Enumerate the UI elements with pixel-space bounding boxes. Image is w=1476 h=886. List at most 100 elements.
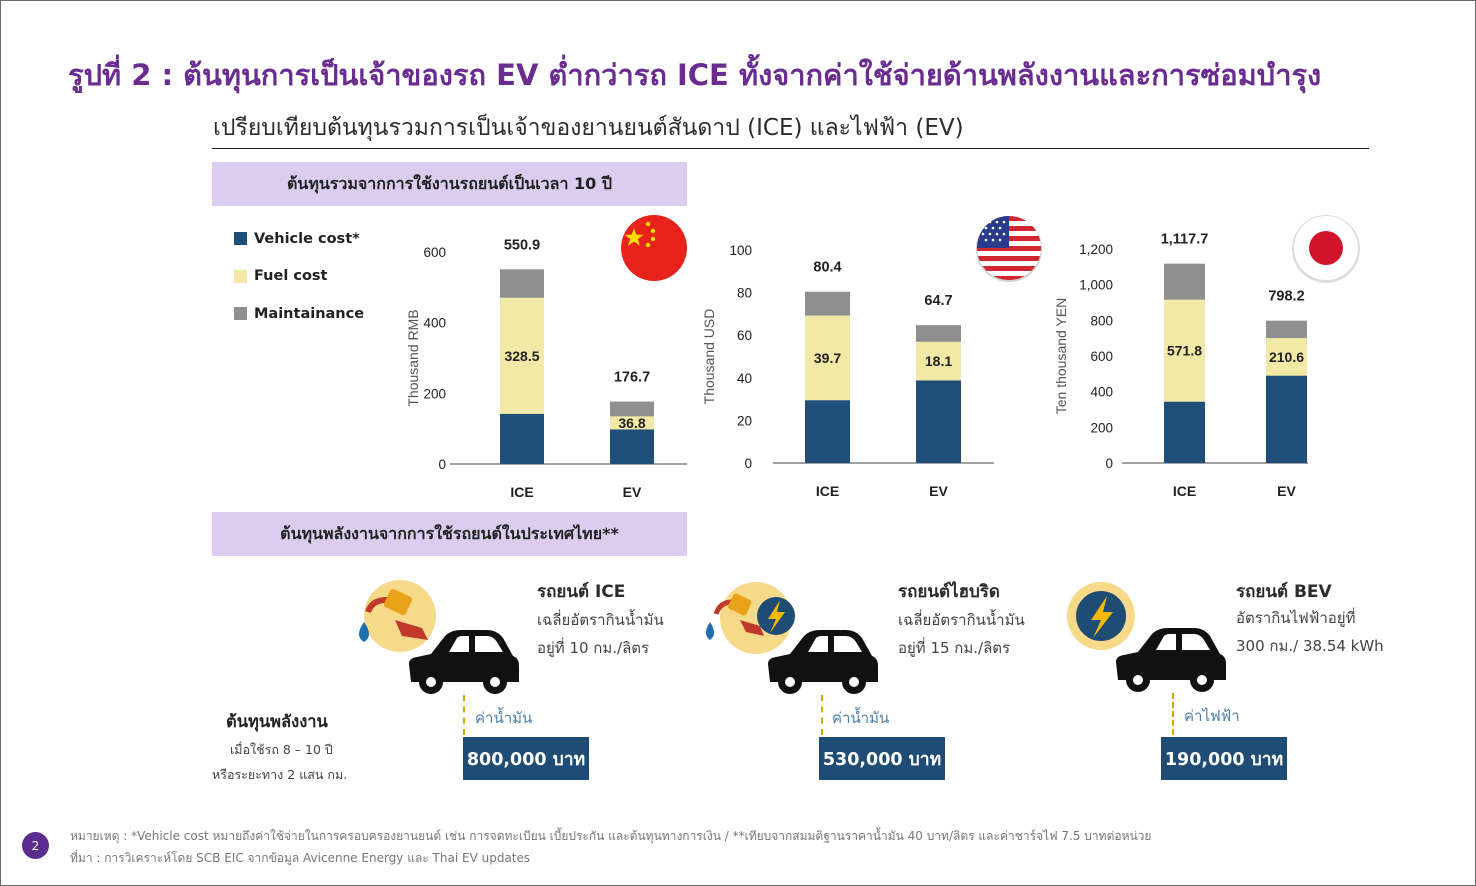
y-tick-label: 800 — [1090, 313, 1113, 328]
bar-fuel-ev — [610, 416, 654, 430]
subtitle-underline — [212, 148, 1369, 149]
bar-vehicle-ev — [1266, 375, 1307, 463]
x-tick-label: EV — [623, 484, 642, 500]
bar-maintenance-ev — [916, 325, 961, 342]
cost-box-bev: 190,000 บาท — [1161, 737, 1287, 780]
car-bev-desc-line2: 300 กม./ 38.54 kWh — [1236, 637, 1384, 655]
y-tick-label: 100 — [729, 243, 752, 258]
bar-maintenance-ice — [1164, 263, 1205, 300]
car-hybrid-title: รถยนต์ไฮบริด — [898, 582, 1000, 602]
bar-fuel-ice — [500, 297, 544, 414]
fuel-pump-icon — [350, 580, 440, 664]
legend-label-maintenance: Maintainance — [254, 305, 365, 322]
page-number-badge: 2 — [22, 832, 49, 859]
section-band-energy-cost: ต้นทุนพลังงานจากการใช้รถยนต์ในประเทศไทย*… — [212, 512, 687, 556]
japan-flag-icon — [1291, 213, 1361, 287]
bar-maintenance-ice — [500, 269, 544, 298]
y-tick-label: 400 — [423, 316, 446, 331]
x-tick-label: ICE — [510, 484, 533, 500]
bar-fuel-ice — [805, 315, 850, 401]
connector-bev — [1172, 693, 1174, 735]
y-tick-label: 60 — [737, 328, 752, 343]
car-hybrid-desc: เฉลี่ยอัตรากินน้ำมัน อยู่ที่ 15 กม./ลิตร — [898, 606, 1025, 662]
cost-box-hybrid: 530,000 บาท — [819, 737, 945, 780]
y-axis-label: Ten thousand YEN — [1053, 298, 1069, 415]
car-ice-desc-line2: อยู่ที่ 10 กม./ลิตร — [537, 639, 650, 657]
bar-vehicle-ice — [1164, 401, 1205, 463]
energy-note-years: เมื่อใช้รถ 8 – 10 ปี — [230, 742, 333, 757]
slide-title: รูปที่ 2 : ต้นทุนการเป็นเจ้าของรถ EV ต่ำ… — [68, 58, 1322, 92]
legend-item-maintenance: Maintainance — [234, 295, 364, 333]
chart-japan-svg: 0 200 400 600 800 1,000 1,200 Ten thousand YEN 5… — [1053, 232, 1308, 499]
car-ice-title: รถยนต์ ICE — [537, 582, 626, 602]
connector-ice — [463, 695, 465, 735]
legend-swatch-fuel — [234, 269, 247, 283]
bar-maintenance-ev — [610, 401, 654, 417]
cost-label-hybrid: ค่าน้ำมัน — [832, 709, 890, 727]
bar-fuel-ev — [916, 341, 961, 381]
legend-label-fuel: Fuel cost — [254, 268, 328, 285]
total-data-label: 798.2 — [1268, 289, 1304, 305]
legend-label-vehicle: Vehicle cost* — [254, 230, 360, 247]
fuel-data-label: 18.1 — [925, 353, 952, 369]
y-tick-label: 0 — [1105, 456, 1113, 471]
footnote-source: ที่มา : การวิเคราะห์โดย SCB EIC จากข้อมู… — [70, 851, 531, 865]
chart-usa-svg: 0 20 40 60 80 100 Thousand USD 39.7 80.4 ICE 18.1 6… — [701, 243, 994, 499]
car-bev-icon — [1110, 622, 1230, 698]
y-tick-label: 20 — [737, 413, 752, 428]
fuel-data-label: 571.8 — [1167, 343, 1202, 359]
y-tick-label: 40 — [737, 371, 752, 386]
car-ice-icon — [403, 624, 523, 700]
car-hybrid-desc-line2: อยู่ที่ 15 กม./ลิตร — [898, 639, 1011, 657]
bar-fuel-ev — [1266, 338, 1307, 376]
fuel-data-label: 36.8 — [618, 415, 645, 431]
chart-legend: Vehicle cost* Fuel cost Maintainance — [234, 220, 364, 333]
y-tick-label: 200 — [423, 386, 446, 401]
cost-box-ice: 800,000 บาท — [463, 737, 589, 780]
cost-label-ice: ค่าน้ำมัน — [475, 709, 533, 727]
bar-maintenance-ev — [1266, 320, 1307, 339]
legend-swatch-vehicle — [234, 232, 247, 246]
fuel-data-label: 39.7 — [814, 350, 841, 366]
chart-china: 0 200 400 600 Thousand RMB 328.5 550.9 ICE 36.8 1… — [390, 230, 700, 514]
bar-vehicle-ice — [500, 413, 544, 464]
car-bev-desc-line1: อัตรากินไฟฟ้าอยู่ที่ — [1236, 609, 1356, 627]
energy-cost-heading: ต้นทุนพลังงาน — [226, 712, 328, 731]
car-hybrid-desc-line1: เฉลี่ยอัตรากินน้ำมัน — [898, 611, 1025, 629]
usa-flag-icon — [975, 214, 1043, 286]
car-ice-desc-line1: เฉลี่ยอัตรากินน้ำมัน — [537, 611, 664, 629]
fuel-data-label: 210.6 — [1269, 349, 1304, 365]
y-tick-label: 80 — [737, 286, 752, 301]
bar-fuel-ice — [1164, 299, 1205, 402]
y-tick-label: 1,000 — [1079, 278, 1113, 293]
y-tick-label: 600 — [1090, 349, 1113, 364]
lightning-icon — [1065, 582, 1145, 656]
x-tick-label: EV — [929, 483, 948, 499]
legend-item-vehicle: Vehicle cost* — [234, 220, 364, 258]
y-tick-label: 200 — [1090, 420, 1113, 435]
car-ice-desc: เฉลี่ยอัตรากินน้ำมัน อยู่ที่ 10 กม./ลิตร — [537, 606, 664, 662]
x-tick-label: EV — [1277, 483, 1296, 499]
bar-vehicle-ev — [916, 380, 961, 463]
total-data-label: 1,117.7 — [1161, 232, 1209, 248]
y-tick-label: 1,200 — [1079, 242, 1113, 257]
total-data-label: 80.4 — [813, 260, 841, 276]
energy-note-distance: หรือระยะทาง 2 แสน กม. — [212, 767, 348, 782]
china-flag-icon — [620, 214, 688, 286]
total-data-label: 64.7 — [924, 293, 952, 309]
y-tick-label: 400 — [1090, 385, 1113, 400]
fuel-pump-lightning-icon — [700, 580, 810, 664]
bar-maintenance-ice — [805, 291, 850, 316]
legend-swatch-maintenance — [234, 307, 247, 321]
slide-subtitle: เปรียบเทียบต้นทุนรวมการเป็นเจ้าของยานยนต… — [213, 115, 964, 141]
footnote-remark: หมายเหตุ : *Vehicle cost หมายถึงค่าใช้จ่… — [70, 829, 1152, 843]
bar-vehicle-ice — [805, 400, 850, 463]
total-data-label: 550.9 — [504, 237, 540, 253]
chart-usa: 0 20 40 60 80 100 Thousand USD 39.7 80.4 ICE 18.1 6… — [700, 230, 1010, 514]
car-bev-title: รถยนต์ BEV — [1236, 582, 1332, 602]
chart-japan: 0 200 400 600 800 1,000 1,200 Ten thousand YEN 5… — [1050, 230, 1330, 514]
car-bev-desc: อัตรากินไฟฟ้าอยู่ที่ 300 กม./ 38.54 kWh — [1236, 604, 1384, 660]
chart-china-svg: 0 200 400 600 Thousand RMB 328.5 550.9 ICE 36.8 1… — [405, 237, 687, 500]
y-axis-label: Thousand USD — [701, 309, 717, 405]
cost-label-bev: ค่าไฟฟ้า — [1184, 707, 1240, 725]
